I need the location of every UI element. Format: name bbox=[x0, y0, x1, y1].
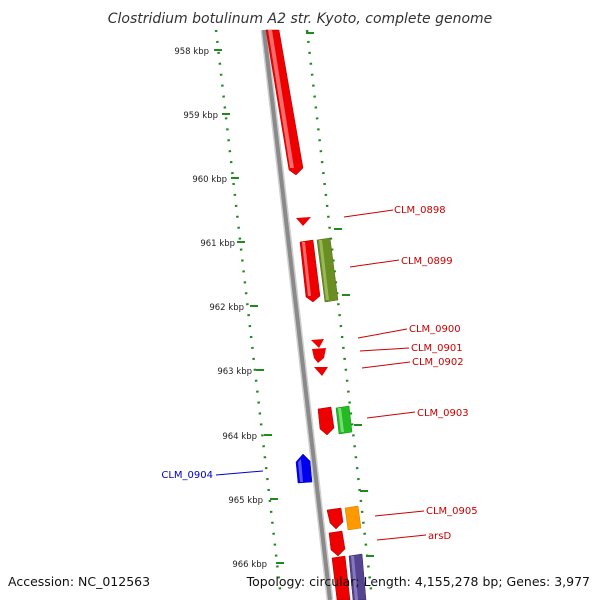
tick-label: 964 kbp bbox=[222, 432, 257, 442]
gene-label-clm-0899[interactable]: CLM_0899 bbox=[401, 256, 453, 267]
ruler-tick-labels: 958 kbp 959 kbp 960 kbp 961 kbp 962 kbp … bbox=[174, 47, 267, 570]
gene-label-clm-0903[interactable]: CLM_0903 bbox=[417, 408, 469, 419]
genome-backbone bbox=[260, 29, 334, 600]
cds-arrow-red[interactable] bbox=[317, 406, 335, 436]
cds-arrow-clm-0900[interactable] bbox=[311, 339, 324, 348]
cds-arrow-ars-d[interactable] bbox=[328, 530, 346, 557]
label-leader-lines bbox=[215, 209, 427, 541]
gene-label-clm-0902[interactable]: CLM_0902 bbox=[412, 357, 464, 368]
gene-label-clm-0904[interactable]: CLM_0904 bbox=[161, 470, 213, 481]
cds-arrow-clm-0902[interactable] bbox=[314, 367, 328, 376]
cds-arrow-clm-0904[interactable] bbox=[295, 453, 313, 484]
map-title: Clostridium botulinum A2 str. Kyoto, com… bbox=[108, 11, 493, 27]
cds-arrow-red[interactable] bbox=[326, 507, 344, 530]
tick-label: 962 kbp bbox=[209, 303, 244, 313]
tick-label: 960 kbp bbox=[192, 175, 227, 185]
tick-label: 965 kbp bbox=[228, 496, 263, 506]
gene-labels[interactable]: CLM_0898 CLM_0899 CLM_0900 CLM_0901 CLM_… bbox=[161, 205, 477, 542]
cds-features[interactable] bbox=[265, 29, 367, 600]
cds-arrow-clm-0901[interactable] bbox=[312, 348, 326, 363]
cds-arrow-red[interactable] bbox=[331, 555, 351, 600]
gene-label-clm-0900[interactable]: CLM_0900 bbox=[409, 324, 461, 335]
tick-label: 966 kbp bbox=[232, 560, 267, 570]
tick-label: 963 kbp bbox=[217, 367, 252, 377]
gene-label-clm-0901[interactable]: CLM_0901 bbox=[411, 343, 463, 354]
gene-label-ars-d[interactable]: arsD bbox=[428, 531, 451, 542]
cds-arrow-clm-0905[interactable] bbox=[344, 505, 362, 531]
accession-text: Accession: NC_012563 bbox=[8, 574, 150, 589]
cds-arrow-clm-0898[interactable] bbox=[296, 217, 311, 226]
tick-label: 961 kbp bbox=[200, 239, 235, 249]
tick-label: 958 kbp bbox=[174, 47, 209, 57]
gene-label-clm-0905[interactable]: CLM_0905 bbox=[426, 506, 478, 517]
tick-label: 959 kbp bbox=[183, 111, 218, 121]
gene-label-clm-0898[interactable]: CLM_0898 bbox=[394, 205, 446, 216]
outer-ruler-ticks bbox=[306, 32, 374, 557]
inner-ruler-ticks bbox=[214, 49, 284, 564]
topology-text: Topology: circular; Length: 4,155,278 bp… bbox=[246, 574, 590, 589]
